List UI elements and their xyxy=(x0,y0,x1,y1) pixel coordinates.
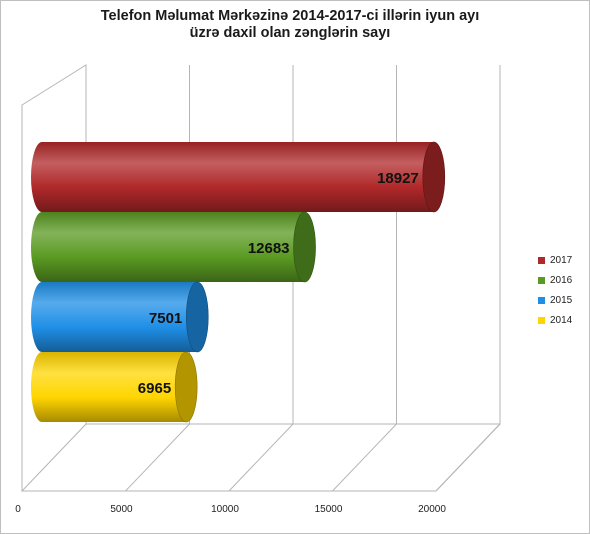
bar-cap-2017 xyxy=(422,141,446,213)
data-label-2016: 12683 xyxy=(248,240,290,257)
chart-legend: 2017 2016 2015 2014 xyxy=(538,250,572,330)
x-tick-label: 5000 xyxy=(110,504,133,515)
legend-swatch xyxy=(538,276,545,284)
x-tick-label: 0 xyxy=(15,504,21,515)
bar-cap-2015 xyxy=(185,281,209,353)
chart-data-labels: 18927 12683 7501 6965 xyxy=(138,170,419,397)
bar-2017 xyxy=(31,141,446,213)
legend-label: 2016 xyxy=(550,274,573,286)
x-tick-label: 20000 xyxy=(418,504,446,515)
legend-swatch xyxy=(538,296,545,304)
x-tick-label: 15000 xyxy=(315,504,343,515)
floor-gridline xyxy=(228,423,294,492)
bar-2016 xyxy=(31,211,316,283)
bar-body-2014 xyxy=(31,352,187,422)
side-wall xyxy=(21,64,87,493)
bar-cap-2014 xyxy=(174,351,198,423)
bar-2014 xyxy=(31,351,198,423)
legend-swatch xyxy=(538,256,545,264)
legend-label: 2015 xyxy=(550,294,573,306)
legend-item-2017: 2017 xyxy=(538,250,572,270)
floor-gridline xyxy=(435,423,501,492)
x-tick-label: 10000 xyxy=(211,504,239,515)
bar-2015 xyxy=(31,281,209,353)
data-label-2015: 7501 xyxy=(149,310,182,327)
chart-title-line-2: üzrə daxil olan zənglərin sayı xyxy=(189,25,391,41)
legend-item-2014: 2014 xyxy=(538,310,572,330)
chart-title: Telefon Məlumat Mərkəzinə 2014-2017-ci i… xyxy=(40,8,540,42)
legend-label: 2014 xyxy=(550,314,573,326)
legend-label: 2017 xyxy=(550,254,573,266)
data-label-2014: 6965 xyxy=(138,380,171,397)
legend-swatch xyxy=(538,316,545,324)
legend-item-2016: 2016 xyxy=(538,270,572,290)
bar-body-2016 xyxy=(31,212,305,282)
chart-title-line-1: Telefon Məlumat Mərkəzinə 2014-2017-ci i… xyxy=(100,8,480,24)
data-label-2017: 18927 xyxy=(377,170,419,187)
floor-gridline xyxy=(125,423,190,492)
floor-gridline xyxy=(332,423,397,492)
legend-item-2015: 2015 xyxy=(538,290,572,310)
x-axis-tick-labels: 0 5000 10000 15000 20000 xyxy=(15,504,446,515)
bar-body-2017 xyxy=(31,142,434,212)
bar-cap-2016 xyxy=(293,211,316,283)
chart-bars xyxy=(31,141,446,423)
bar-body-2015 xyxy=(31,282,198,352)
